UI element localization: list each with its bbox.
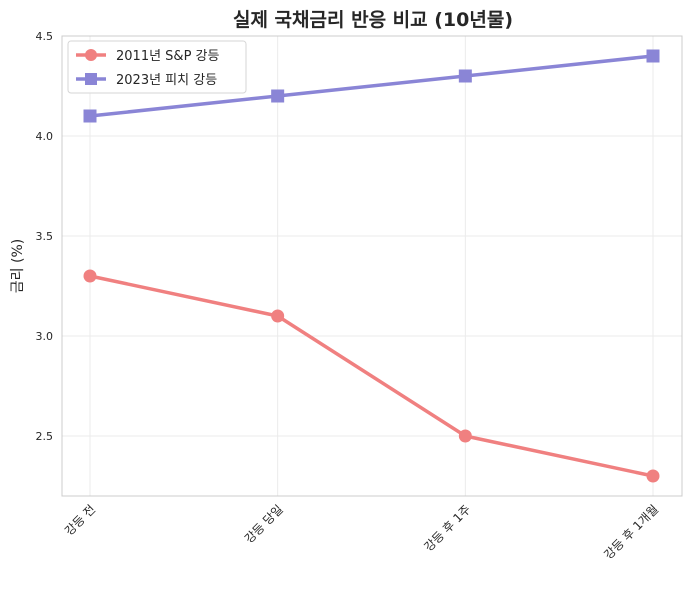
plot-frame <box>61 35 683 497</box>
y-tick-label: 4.5 <box>36 30 54 43</box>
series-line <box>88 54 655 118</box>
x-tick-label: 강등 당일 <box>242 502 286 546</box>
x-tick-label: 강등 후 1개월 <box>601 502 661 562</box>
data-point <box>646 469 660 483</box>
data-point <box>646 49 660 63</box>
data-point <box>271 309 285 323</box>
x-tick-label: 강등 전 <box>62 502 98 538</box>
legend-swatch-marker <box>85 49 97 61</box>
y-tick-label: 3.5 <box>36 230 54 243</box>
data-point <box>83 269 97 283</box>
legend-box <box>67 40 247 94</box>
series-layer <box>83 49 660 483</box>
y-tick-label: 2.5 <box>36 430 54 443</box>
legend-label: 2023년 피치 강등 <box>116 73 217 88</box>
data-point <box>83 109 97 123</box>
y-tick-label: 3.0 <box>36 330 54 343</box>
legend-label: 2011년 S&P 강등 <box>116 49 219 64</box>
y-axis-label: 금리 (%) <box>10 239 26 293</box>
data-point <box>458 429 472 443</box>
chart-title: 실제 국채금리 반응 비교 (10년물) <box>233 9 513 31</box>
y-tick-label: 4.0 <box>36 130 54 143</box>
legend-swatch-marker <box>85 73 97 85</box>
series-line <box>88 274 655 478</box>
data-point <box>458 69 472 83</box>
data-point <box>271 89 285 103</box>
x-tick-label: 강등 후 1주 <box>422 502 474 554</box>
grid <box>62 35 682 496</box>
legend: 2011년 S&P 강등 2023년 피치 강등 <box>67 40 247 94</box>
